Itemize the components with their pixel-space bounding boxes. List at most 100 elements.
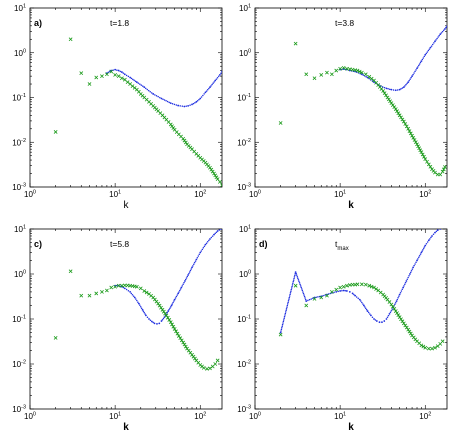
panel-a-y-tick-label: 10-2 [12, 138, 26, 148]
panel-c-blue-dot-point-fill [206, 241, 209, 243]
panel-b-green-x-point [355, 68, 360, 73]
panel-a-blue-dot-point-fill [132, 78, 134, 81]
panel-d-green-x-point [389, 302, 394, 307]
panel-c-blue-dot-point [153, 322, 156, 325]
panel-a-blue-dot-point [120, 71, 123, 73]
panel-b-blue-dot-point [373, 81, 375, 84]
panel-a-blue-dot-point [204, 91, 207, 94]
panel-d-y-tick-label: 100 [239, 270, 251, 280]
panel-a-blue-dot-point [135, 81, 138, 84]
panel-d-blue-dot-point-fill [284, 312, 287, 315]
panel-d-blue-dot-point-fill [286, 303, 289, 305]
panel-a-blue-dot-point-fill [189, 104, 191, 106]
panel-b-green-x-point [443, 165, 447, 169]
panel-a-blue-dot-point-fill [147, 89, 150, 92]
panel-a-blue-dot-point-fill [149, 90, 151, 93]
panel-c-blue-dot-point-fill [169, 306, 172, 308]
panel-b-blue-dot-point-fill [425, 52, 428, 55]
panel-a-green-x-point [94, 75, 99, 80]
panel-d-blue-dot-point-fill [333, 291, 335, 294]
panel-b-green-x-point [344, 66, 349, 71]
panel-d-green-x-point [344, 283, 349, 288]
panel-a-blue-dot-point-fill [146, 88, 149, 91]
panel-c-green-x-point-fill [159, 305, 163, 310]
panel-a-green-x-point [109, 69, 114, 74]
panel-d-blue-dot-point-fill [324, 294, 326, 296]
panel-a-blue-dot-point [114, 68, 117, 71]
panel-d-green-x-point [293, 283, 298, 288]
panel-a-blue-dot-point-fill [202, 94, 204, 97]
panel-c-blue-dot-point [204, 243, 207, 246]
panel-b-blue-dot-point-fill [383, 86, 386, 89]
panel-a-blue-dot-point [143, 86, 146, 89]
panel-c-blue-dot-point-fill [201, 248, 204, 251]
panel-a-green-x-point [100, 74, 104, 79]
panel-d-blue-dot-point-fill [285, 307, 288, 310]
panel-b-green-x-point [397, 113, 402, 118]
panel-c-green-x-point [68, 269, 73, 274]
panel-b-green-x-point [330, 72, 334, 77]
panel-d-blue-dot-point-fill [294, 274, 296, 277]
panel-c-blue-dot-point-fill [172, 301, 174, 304]
panel-a-blue-dot-point-fill [210, 85, 212, 87]
panel-b-data-layer [278, 25, 447, 177]
panel-d-blue-dot-point-fill [423, 246, 426, 248]
panel-d-blue-dot-point-fill [308, 298, 311, 301]
panel-a-y-tick-label: 100 [14, 48, 26, 58]
panel-d-green-x-point-fill [421, 344, 426, 349]
panel-b-blue-dot-point [439, 33, 442, 36]
panel-d-blue-dot-point-fill [283, 317, 285, 319]
panel-c-green-x-point [160, 307, 165, 312]
panel-b-green-x-point [278, 121, 283, 125]
panel-b-blue-dot-point-fill [441, 30, 444, 33]
panel-a-green-x-point [68, 37, 73, 42]
panel-d-blue-dot-point-fill [304, 297, 306, 299]
panel-a-blue-dot-point-fill [181, 105, 184, 107]
panel-b-blue-dot-point-fill [436, 37, 438, 40]
panel-b-blue-dot-point [420, 60, 423, 63]
panel-a-blue-dot-point-fill [168, 101, 170, 104]
panel-a-blue-dot-point-fill [165, 100, 167, 102]
panel-b-blue-dot-point-fill [404, 85, 406, 87]
panel-d-blue-dot-point-fill [374, 319, 377, 321]
panel-b-green-x-point-fill [422, 154, 426, 159]
panel-d-blue-dot-point-fill [404, 283, 406, 286]
panel-d-blue-dot-point-fill [409, 271, 412, 274]
panel-c-green-x-point [100, 290, 104, 294]
panel-a-green-x-point [113, 73, 118, 77]
panel-c-blue-dot-point-fill [174, 297, 177, 299]
panel-d-blue-dot-point-fill [301, 288, 303, 290]
panel-b-blue-dot-point-fill [414, 70, 416, 73]
panel-c-y-tick-label: 100 [14, 270, 26, 280]
panel-a-green-x-point [125, 80, 130, 85]
panel-c-blue-dot-point-fill [140, 307, 143, 310]
panel-b-green-x-point-fill [411, 135, 416, 140]
panel-c-blue-dot-point-fill [171, 303, 174, 305]
panel-c-blue-dot-point-fill [135, 298, 137, 300]
panel-d-blue-dot-point-fill [394, 303, 396, 306]
panel-b-blue-dot-point-fill [440, 32, 443, 34]
panel-d-blue-dot-point-fill [290, 288, 293, 291]
panel-d-blue-dot-point-fill [364, 307, 367, 310]
panel-c-blue-dot-point-fill [149, 319, 152, 321]
panel-c-blue-dot-point-fill [208, 239, 210, 242]
panel-d-blue-dot-point-fill [292, 280, 295, 283]
panel-b-blue-dot-point [394, 89, 397, 92]
panel-b-y-tick-label: 10-1 [237, 93, 251, 103]
panel-d-time-text: t [335, 239, 338, 249]
panel-d-data-layer [278, 229, 445, 351]
panel-d-green-x-point [330, 290, 334, 294]
panel-d-blue-dot-point-fill [285, 311, 287, 313]
panel-d-blue-dot-point-fill [403, 285, 405, 287]
panel-c-blue-dot-point-fill [182, 283, 184, 286]
panel-c-blue-dot-point [187, 274, 190, 276]
panel-a-blue-dot-point-fill [206, 89, 209, 91]
panel-c-green-x-point-fill [157, 303, 162, 308]
panel-c-y-tick-label: 101 [14, 225, 26, 235]
panel-a-blue-dot-point-fill [216, 76, 219, 79]
panel-a-y-tick-label: 10-3 [12, 183, 26, 193]
panel-b-green-x-point-fill [396, 111, 401, 116]
panel-d-green-x-point-fill [374, 287, 378, 291]
panel-d-blue-dot-point [354, 294, 357, 297]
